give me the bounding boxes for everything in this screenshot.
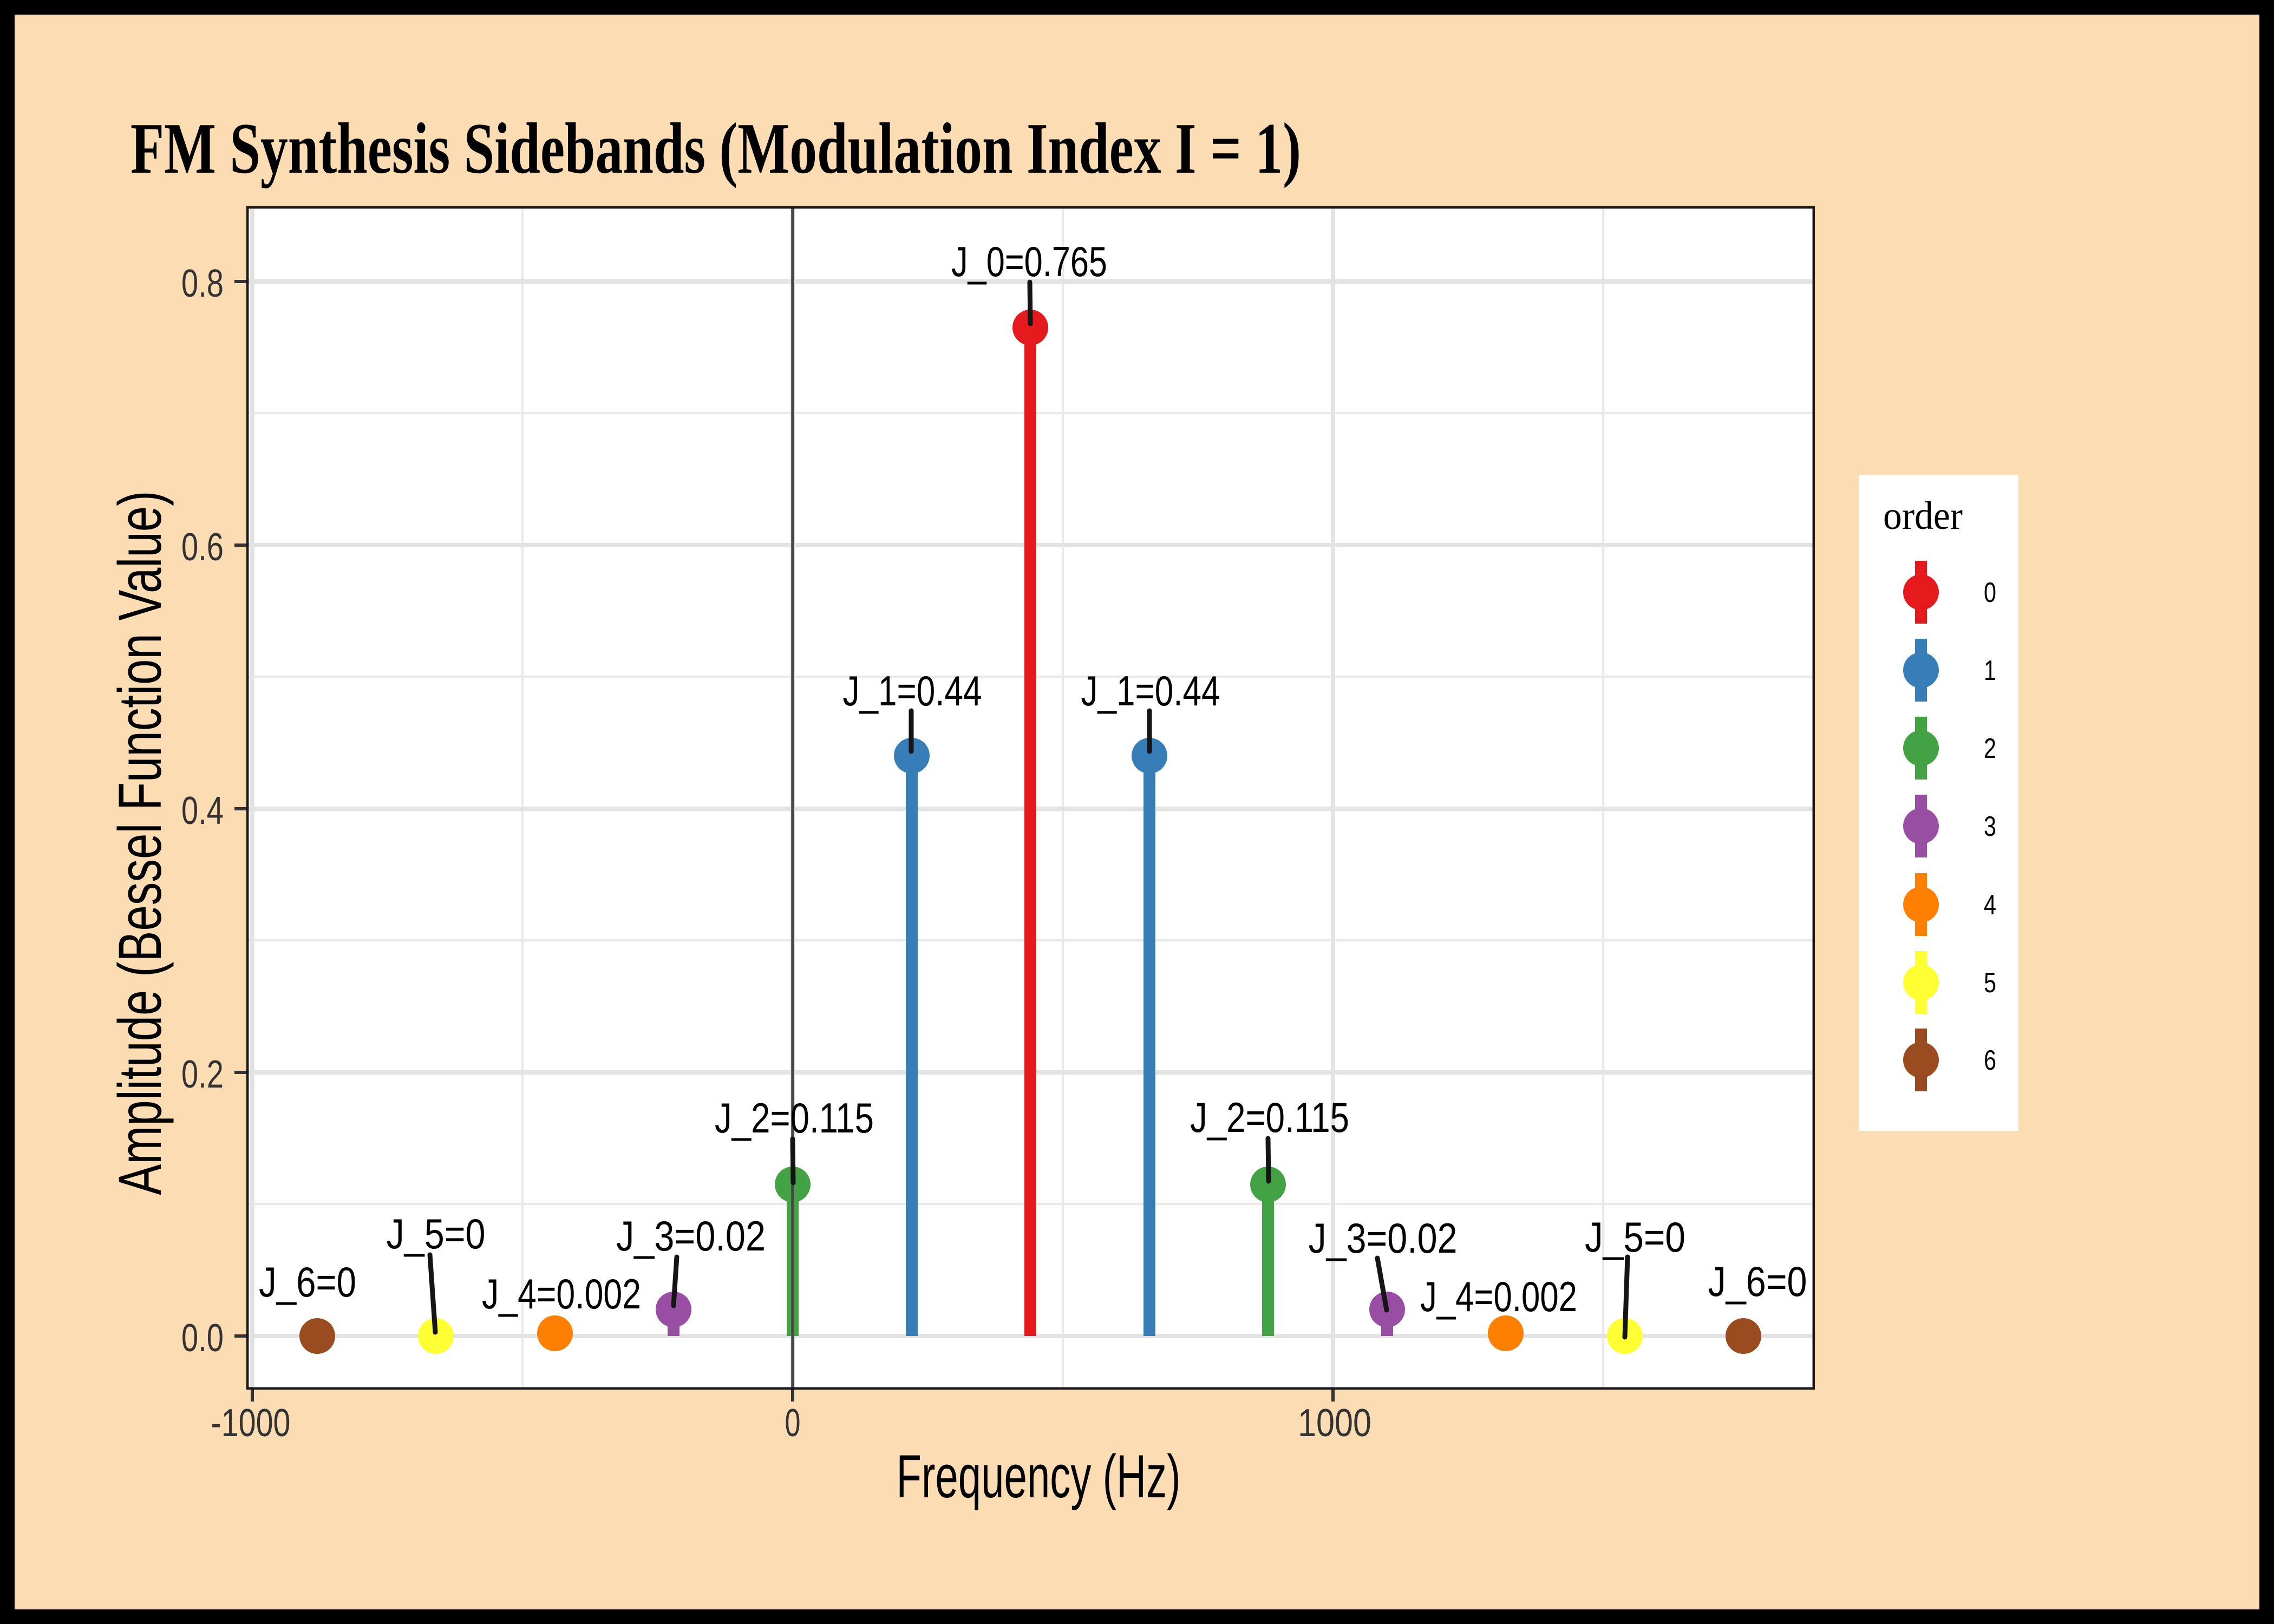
svg-text:order: order bbox=[1883, 494, 1963, 538]
svg-text:0: 0 bbox=[785, 1402, 801, 1445]
svg-text:J_2=0.115: J_2=0.115 bbox=[1190, 1093, 1349, 1141]
svg-text:J_0=0.765: J_0=0.765 bbox=[951, 238, 1107, 285]
svg-text:Frequency (Hz): Frequency (Hz) bbox=[897, 1443, 1181, 1510]
svg-text:J_4=0.002: J_4=0.002 bbox=[1420, 1273, 1577, 1320]
svg-text:1: 1 bbox=[1984, 655, 1996, 686]
svg-text:0.0: 0.0 bbox=[181, 1317, 224, 1360]
svg-text:5: 5 bbox=[1984, 967, 1996, 999]
svg-text:0.2: 0.2 bbox=[181, 1053, 224, 1096]
svg-text:J_5=0: J_5=0 bbox=[387, 1210, 486, 1258]
svg-text:J_2=0.115: J_2=0.115 bbox=[715, 1094, 874, 1142]
svg-text:J_6=0: J_6=0 bbox=[1708, 1258, 1807, 1305]
svg-text:Amplitude (Bessel Function Val: Amplitude (Bessel Function Value) bbox=[106, 491, 174, 1195]
svg-text:J_3=0.02: J_3=0.02 bbox=[616, 1212, 766, 1260]
svg-text:1000: 1000 bbox=[1298, 1402, 1371, 1445]
svg-text:FM Synthesis Sidebands (Modula: FM Synthesis Sidebands (Modulation Index… bbox=[130, 108, 1301, 188]
svg-text:3: 3 bbox=[1984, 811, 1996, 842]
svg-text:2: 2 bbox=[1984, 733, 1996, 764]
svg-text:4: 4 bbox=[1984, 889, 1996, 921]
svg-text:J_5=0: J_5=0 bbox=[1585, 1213, 1685, 1261]
svg-text:-1000: -1000 bbox=[211, 1402, 291, 1445]
svg-text:0.6: 0.6 bbox=[181, 526, 224, 569]
svg-text:J_6=0: J_6=0 bbox=[259, 1258, 356, 1306]
svg-text:0.4: 0.4 bbox=[181, 789, 224, 833]
svg-text:0: 0 bbox=[1984, 577, 1996, 608]
svg-text:6: 6 bbox=[1984, 1045, 1996, 1076]
svg-text:J_1=0.44: J_1=0.44 bbox=[1081, 667, 1220, 715]
svg-text:0.8: 0.8 bbox=[181, 262, 224, 305]
svg-text:J_3=0.02: J_3=0.02 bbox=[1309, 1214, 1458, 1262]
svg-text:J_4=0.002: J_4=0.002 bbox=[482, 1270, 641, 1318]
svg-text:J_1=0.44: J_1=0.44 bbox=[843, 667, 982, 715]
